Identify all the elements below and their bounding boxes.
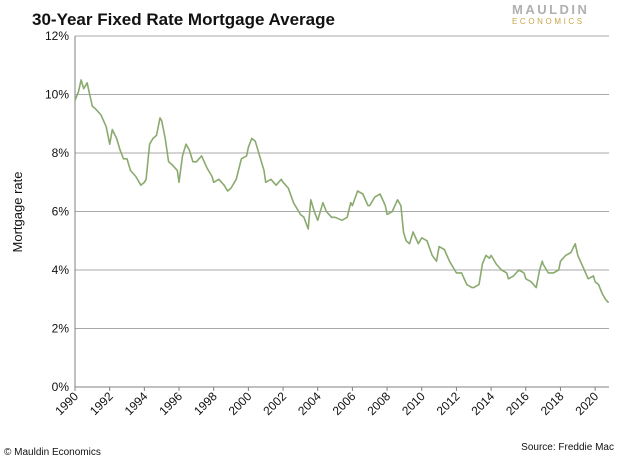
x-tick-label: 2006 (330, 389, 359, 418)
y-tick-label: 10% (45, 88, 69, 102)
x-tick-label: 2010 (399, 389, 428, 418)
x-tick-label: 2020 (572, 389, 601, 418)
y-axis-ticks: 0% 2% 4% 6% 8% 10% 12% (45, 29, 69, 394)
x-tick-label: 1998 (191, 389, 220, 418)
y-tick-label: 6% (52, 205, 70, 219)
x-tick-label: 2016 (503, 389, 532, 418)
y-tick-label: 12% (45, 29, 69, 43)
copyright-text: © Mauldin Economics (4, 447, 101, 457)
logo-bottom-text: ECONOMICS (512, 17, 585, 26)
y-tick-label: 8% (52, 146, 70, 160)
x-tick-label: 1994 (122, 389, 151, 418)
x-tick-label: 2008 (364, 389, 393, 418)
logo-top-text: MAULDIN (512, 2, 589, 17)
x-axis-ticks: 1990 1992 1994 1996 1998 2000 2002 2004 2006 2008… (52, 389, 601, 418)
y-axis-label: Mortgage rate (10, 172, 25, 253)
x-tick-label: 2000 (226, 389, 255, 418)
x-tick-label: 2012 (434, 389, 463, 418)
chart-title: 30-Year Fixed Rate Mortgage Average (32, 10, 335, 29)
axes (74, 36, 609, 391)
series-line (74, 79, 609, 304)
x-tick-label: 1996 (156, 389, 185, 418)
y-tick-label: 0% (52, 380, 70, 394)
mauldin-logo: MAULDIN ECONOMICS (512, 2, 589, 26)
x-tick-label: 2004 (295, 389, 324, 418)
grid-lines (75, 35, 609, 329)
y-tick-label: 4% (52, 263, 70, 277)
x-tick-label: 1992 (87, 389, 116, 418)
y-tick-label: 2% (52, 322, 70, 336)
series-layer (74, 79, 609, 304)
source-text: Source: Freddie Mac (521, 442, 614, 453)
x-tick-label: 2014 (468, 389, 497, 418)
x-tick-label: 2002 (260, 389, 289, 418)
x-tick-label: 2018 (538, 389, 567, 418)
